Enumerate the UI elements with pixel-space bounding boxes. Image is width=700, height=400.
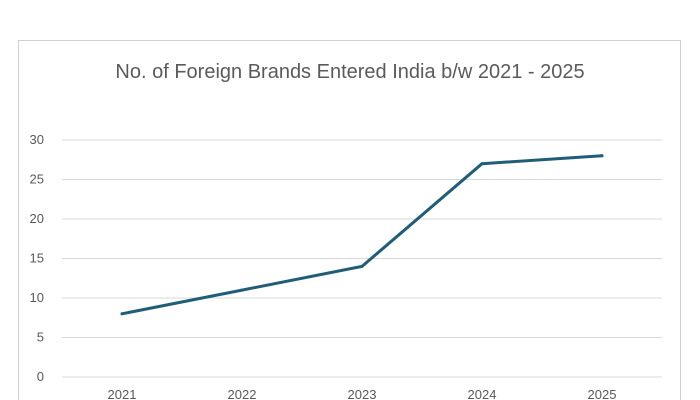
data-point-2025 [600,154,604,158]
y-tick-label-10: 10 [30,290,44,305]
y-tick-label-15: 15 [30,251,44,266]
y-tick-label-20: 20 [30,211,44,226]
x-tick-label-2024: 2024 [468,387,497,400]
x-tick-label-2025: 2025 [588,387,617,400]
chart-frame [18,40,681,400]
data-point-2023 [360,264,364,268]
x-tick-label-2021: 2021 [108,387,137,400]
chart-title: No. of Foreign Brands Entered India b/w … [115,61,585,83]
y-tick-label-30: 30 [30,132,44,147]
data-point-2024 [480,162,484,166]
data-point-2022 [240,288,244,292]
x-tick-label-2023: 2023 [348,387,377,400]
x-tick-label-2022: 2022 [228,387,257,400]
y-tick-label-5: 5 [37,330,44,345]
y-tick-label-25: 25 [30,172,44,187]
data-point-2021 [120,312,124,316]
y-tick-label-0: 0 [37,369,44,384]
